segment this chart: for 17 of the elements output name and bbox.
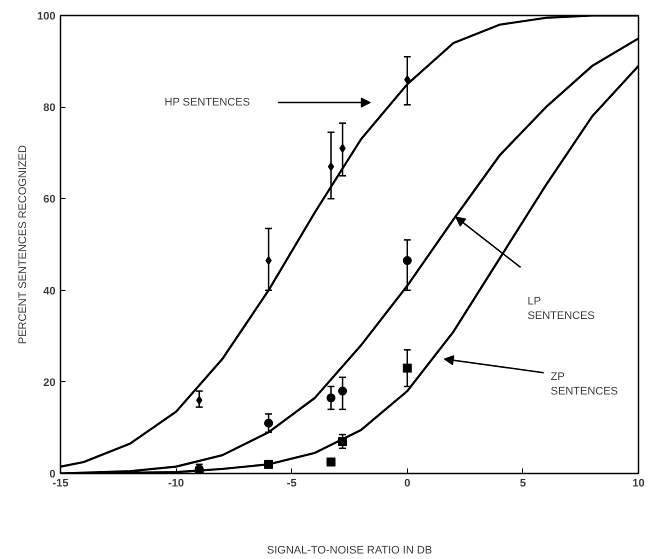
y-axis-title: PERCENT SENTENCES RECOGNIZED [17,145,30,344]
x-tick-label: -15 [52,478,68,490]
y-tick-label: 20 [43,376,56,389]
x-tick-label: -10 [168,478,184,490]
y-tick-label: 60 [43,194,56,206]
y-tick-label: 0 [49,468,56,480]
y-tick-label: 40 [43,285,56,298]
x-tick-label: 5 [520,478,526,490]
annotation: ZP SENTENCES [550,370,618,398]
y-tick-label: 100 [37,10,56,22]
x-tick-label: 10 [632,478,645,490]
x-axis-title: SIGNAL-TO-NOISE RATIO IN DB [266,544,432,556]
y-tick-label: 80 [43,102,56,114]
annotation: HP SENTENCES [164,96,250,109]
annotation: LP SENTENCES [528,295,595,322]
x-tick-label: -5 [286,478,297,490]
x-tick-label: 0 [404,478,410,490]
